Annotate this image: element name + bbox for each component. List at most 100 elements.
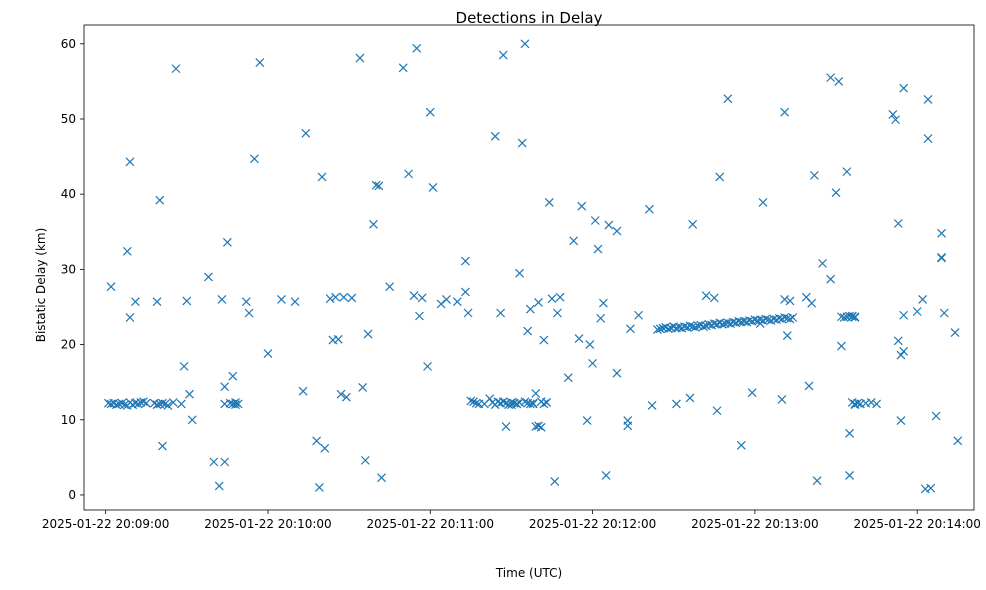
data-point: [168, 398, 178, 407]
data-point: [612, 226, 622, 236]
x-tick-label: 2025-01-22 20:12:00: [529, 517, 656, 531]
data-point: [409, 291, 419, 301]
data-point: [341, 392, 351, 402]
data-point: [804, 381, 814, 391]
data-point: [812, 476, 822, 486]
data-point: [663, 324, 673, 334]
data-point: [171, 64, 181, 74]
data-point: [404, 169, 414, 179]
data-point: [912, 307, 922, 316]
data-point: [185, 389, 194, 399]
data-point: [542, 398, 552, 407]
data-point: [736, 440, 746, 450]
data-point: [596, 313, 606, 323]
data-point: [122, 246, 132, 256]
data-point: [685, 393, 695, 403]
data-point: [699, 322, 708, 331]
data-point: [709, 293, 719, 303]
data-point: [141, 398, 151, 408]
data-point: [125, 313, 135, 322]
data-point: [120, 400, 130, 410]
data-point: [130, 297, 140, 307]
data-point: [374, 181, 384, 191]
data-point: [647, 401, 657, 410]
data-point: [585, 340, 595, 349]
y-axis-ticks: 0 10 20 30 40 50 60: [61, 37, 84, 502]
data-point: [501, 398, 511, 408]
data-point: [888, 110, 898, 119]
data-point: [896, 416, 906, 425]
data-point: [809, 170, 819, 180]
data-point: [336, 389, 346, 399]
data-point: [385, 282, 395, 292]
y-tick-label: 60: [61, 37, 76, 51]
data-point: [634, 310, 643, 320]
data-point: [314, 483, 324, 492]
x-tick-label: 2025-01-22 20:13:00: [691, 517, 818, 531]
data-point: [417, 293, 427, 303]
data-point: [780, 107, 790, 117]
y-tick-label: 30: [61, 262, 76, 276]
data-point: [358, 383, 368, 392]
data-point: [204, 272, 213, 282]
data-point: [331, 292, 341, 302]
data-point: [893, 336, 903, 346]
data-point: [490, 400, 500, 410]
data-point: [923, 95, 933, 104]
data-point: [590, 216, 600, 225]
data-point: [347, 293, 357, 303]
data-point: [363, 329, 373, 339]
data-point: [231, 400, 240, 410]
y-tick-label: 20: [61, 338, 76, 352]
data-point: [320, 443, 330, 453]
data-point: [112, 400, 121, 410]
data-point: [715, 172, 725, 182]
data-point: [788, 313, 798, 322]
data-point: [471, 398, 481, 408]
data-point: [899, 346, 909, 356]
data-point: [893, 219, 903, 228]
data-point: [837, 341, 846, 351]
data-point: [758, 198, 768, 207]
data-point: [250, 154, 259, 164]
data-point: [923, 134, 933, 143]
data-point: [241, 297, 251, 307]
data-point: [222, 237, 232, 247]
data-point: [785, 296, 795, 306]
y-tick-label: 0: [68, 488, 76, 502]
data-point: [918, 295, 928, 304]
data-point: [160, 399, 170, 409]
data-point: [425, 107, 435, 117]
data-point: [298, 386, 308, 396]
data-point: [826, 274, 836, 284]
data-point: [214, 481, 224, 491]
data-markers: [103, 39, 963, 494]
data-point: [106, 282, 116, 292]
data-point: [723, 94, 733, 104]
data-point: [588, 358, 597, 368]
data-point: [398, 63, 408, 73]
chart-title: Detections in Delay: [456, 9, 603, 27]
data-point: [339, 292, 349, 302]
data-point: [152, 400, 162, 410]
data-point: [517, 138, 527, 148]
data-point: [209, 457, 219, 467]
data-point: [685, 321, 695, 331]
data-point: [220, 457, 230, 467]
data-point: [807, 298, 817, 308]
x-tick-label: 2025-01-22 20:10:00: [204, 517, 331, 531]
data-point: [244, 308, 254, 318]
data-point: [593, 244, 603, 254]
data-point: [263, 349, 273, 359]
data-point: [158, 398, 167, 408]
data-point: [355, 53, 365, 63]
data-point: [333, 334, 343, 344]
data-point: [899, 310, 909, 320]
data-point: [158, 441, 167, 451]
data-point: [552, 308, 562, 318]
data-point: [277, 295, 286, 304]
data-point: [853, 398, 863, 408]
data-point: [490, 131, 500, 141]
data-point: [423, 361, 432, 371]
